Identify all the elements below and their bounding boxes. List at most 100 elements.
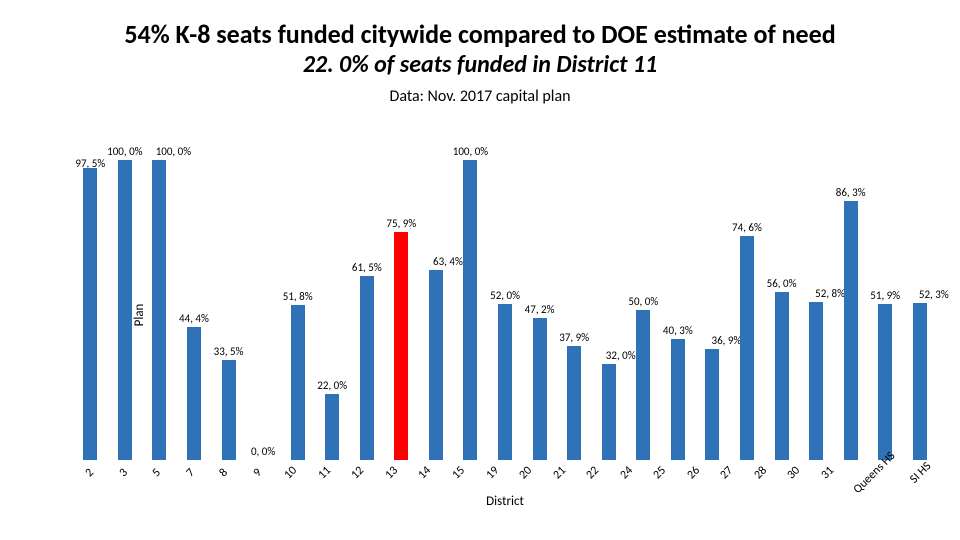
- x-tick-label: 21: [545, 458, 574, 487]
- bar: [740, 236, 754, 460]
- x-tick-label: 28: [746, 458, 775, 487]
- x-tick-label: 10: [276, 458, 305, 487]
- bar-value-label: 75, 9%: [386, 217, 416, 230]
- bar-column: 52, 8%: [802, 130, 831, 460]
- bar-column: 56, 0%: [767, 130, 796, 460]
- bar: [222, 360, 236, 461]
- bar-column: 44, 4%: [180, 130, 209, 460]
- x-tick-label: 9: [243, 458, 272, 487]
- bar-column: 100, 0%: [145, 130, 174, 460]
- bar-value-label: 37, 9%: [559, 331, 589, 344]
- bar-column: 52, 3%: [906, 130, 935, 460]
- x-tick-label: 11: [310, 458, 339, 487]
- x-tick-label: 5: [142, 458, 171, 487]
- bar-column: 86, 3%: [836, 130, 865, 460]
- bar-column: 63, 4%: [422, 130, 451, 460]
- x-ticks: 2357891011121314151920212224252627283031…: [70, 466, 940, 480]
- bar-column: 0, 0%: [249, 130, 278, 460]
- x-tick-label: 31: [813, 458, 842, 487]
- chart-area: Percent of Seat Need funded in the Capit…: [70, 130, 940, 500]
- bar: [878, 304, 892, 460]
- bar: [360, 276, 374, 461]
- chart-datanote: Data: Nov. 2017 capital plan: [28, 87, 932, 106]
- bar-column: 51, 8%: [283, 130, 312, 460]
- bar: [567, 346, 581, 460]
- bar-column: 74, 6%: [733, 130, 762, 460]
- bar: [187, 327, 201, 460]
- bar-value-label: 0, 0%: [251, 445, 275, 458]
- bar-value-label: 52, 0%: [490, 289, 520, 302]
- x-tick-label: 30: [780, 458, 809, 487]
- bar-column: 100, 0%: [456, 130, 485, 460]
- bar-value-label: 33, 5%: [214, 345, 244, 358]
- bar: [602, 364, 616, 460]
- bar-value-label: 51, 8%: [283, 290, 313, 303]
- x-tick-label: 8: [209, 458, 238, 487]
- x-tick-label: 25: [645, 458, 674, 487]
- bar: [498, 304, 512, 460]
- x-tick-label: 27: [712, 458, 741, 487]
- bar-column: 36, 9%: [698, 130, 727, 460]
- x-tick-label: 13: [377, 458, 406, 487]
- bar-value-label: 100, 0%: [107, 145, 142, 158]
- bar-value-label: 61, 5%: [352, 261, 382, 274]
- x-tick-label: 7: [176, 458, 205, 487]
- bar-value-label: 40, 3%: [663, 324, 693, 337]
- bar: [463, 160, 477, 460]
- bar-value-label: 22, 0%: [317, 379, 347, 392]
- x-tick-label: 22: [578, 458, 607, 487]
- bar: [671, 339, 685, 460]
- bar: [83, 168, 97, 460]
- bar-column: 22, 0%: [318, 130, 347, 460]
- bar: [152, 160, 166, 460]
- bar-column: 61, 5%: [353, 130, 382, 460]
- bar: [325, 394, 339, 460]
- bar: [913, 303, 927, 460]
- bar-value-label: 50, 0%: [628, 295, 658, 308]
- x-tick-label: 26: [679, 458, 708, 487]
- bar: [394, 232, 408, 460]
- bar-column: 51, 9%: [871, 130, 900, 460]
- x-tick-label: SI HS: [906, 458, 935, 487]
- bar-value-label: 100, 0%: [453, 145, 488, 158]
- bar: [429, 270, 443, 460]
- bar-value-label: 44, 4%: [179, 312, 209, 325]
- x-tick-label: 3: [109, 458, 138, 487]
- plot-area: 97, 5%100, 0%100, 0%44, 4%33, 5%0, 0%51,…: [70, 130, 940, 460]
- x-tick-label: 19: [478, 458, 507, 487]
- bar: [844, 201, 858, 460]
- bar-value-label: 52, 3%: [919, 288, 949, 301]
- bar: [533, 318, 547, 460]
- bar-value-label: 74, 6%: [732, 221, 762, 234]
- bar-column: 100, 0%: [111, 130, 140, 460]
- x-tick-label: 2: [75, 458, 104, 487]
- bar-column: 50, 0%: [629, 130, 658, 460]
- bar: [705, 349, 719, 460]
- bar-column: 37, 9%: [560, 130, 589, 460]
- bar-value-label: 56, 0%: [767, 277, 797, 290]
- x-axis-label: District: [70, 494, 940, 509]
- chart-title: 54% K-8 seats funded citywide compared t…: [28, 18, 932, 50]
- bar-column: 52, 0%: [491, 130, 520, 460]
- bar-value-label: 86, 3%: [836, 186, 866, 199]
- bar-column: 40, 3%: [664, 130, 693, 460]
- bar-value-label: 47, 2%: [525, 303, 555, 316]
- page: 54% K-8 seats funded citywide compared t…: [0, 0, 960, 540]
- bar: [291, 305, 305, 460]
- bar-value-label: 51, 9%: [870, 289, 900, 302]
- bars-container: 97, 5%100, 0%100, 0%44, 4%33, 5%0, 0%51,…: [70, 130, 940, 460]
- bar: [809, 302, 823, 460]
- bar-column: 33, 5%: [214, 130, 243, 460]
- x-tick-label: 15: [444, 458, 473, 487]
- bar-column: 75, 9%: [387, 130, 416, 460]
- bar: [118, 160, 132, 460]
- x-tick-label: 24: [612, 458, 641, 487]
- bar-column: 32, 0%: [594, 130, 623, 460]
- x-tick-label: 12: [343, 458, 372, 487]
- x-tick-label: 20: [511, 458, 540, 487]
- bar-column: 47, 2%: [525, 130, 554, 460]
- bar-value-label: 97, 5%: [75, 157, 105, 170]
- bar: [636, 310, 650, 460]
- chart-subtitle: 22. 0% of seats funded in District 11: [28, 50, 932, 79]
- x-tick-label: 14: [411, 458, 440, 487]
